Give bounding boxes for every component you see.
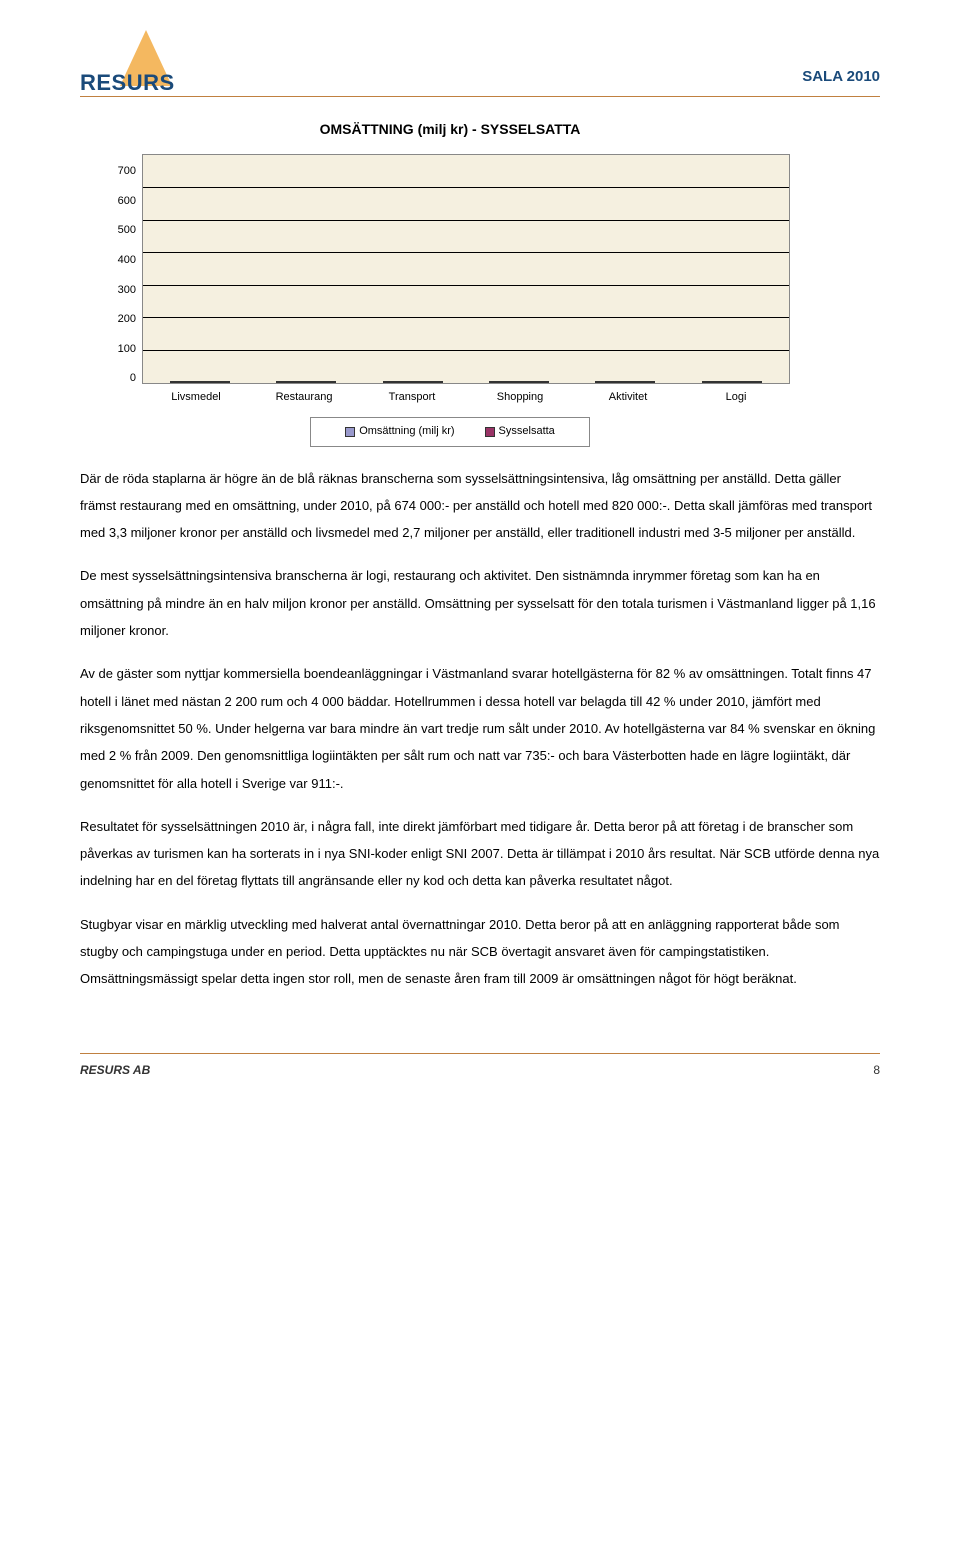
- bar-group: [696, 381, 768, 383]
- bar-group: [377, 381, 449, 383]
- y-tick-label: 100: [118, 338, 136, 361]
- chart-legend: Omsättning (milj kr) Sysselsatta: [310, 417, 590, 446]
- chart-bar: [383, 381, 413, 383]
- chart-bar: [732, 381, 762, 383]
- chart-bar: [306, 381, 336, 383]
- y-tick-label: 200: [118, 308, 136, 331]
- paragraph-2: De mest sysselsättningsintensiva bransch…: [80, 562, 880, 644]
- legend-swatch-icon: [345, 427, 355, 437]
- legend-swatch-icon: [485, 427, 495, 437]
- chart-container: OMSÄTTNING (milj kr) - SYSSELSATTA 0 100 2…: [110, 115, 790, 447]
- logo: RESURS: [80, 30, 200, 92]
- chart-bar: [170, 381, 200, 383]
- legend-label: Omsättning (milj kr): [359, 420, 454, 443]
- chart-y-axis: 0100200300400500600700: [110, 154, 142, 384]
- x-tick-label: Restaurang: [268, 386, 340, 409]
- bar-group: [483, 381, 555, 383]
- y-tick-label: 300: [118, 279, 136, 302]
- x-tick-label: Aktivitet: [592, 386, 664, 409]
- bar-group: [270, 381, 342, 383]
- legend-item: Omsättning (milj kr): [345, 420, 454, 443]
- chart-bar: [413, 381, 443, 383]
- x-tick-label: Logi: [700, 386, 772, 409]
- y-tick-label: 0: [130, 367, 136, 390]
- chart-bar: [702, 381, 732, 383]
- paragraph-5: Stugbyar visar en märklig utveckling med…: [80, 911, 880, 993]
- bar-group: [589, 381, 661, 383]
- chart-bar: [625, 381, 655, 383]
- y-tick-label: 700: [118, 160, 136, 183]
- page-header: RESURS SALA 2010: [80, 30, 880, 97]
- legend-item: Sysselsatta: [485, 420, 555, 443]
- chart-bars: [143, 155, 789, 383]
- chart-bar: [200, 381, 230, 383]
- chart-bar: [489, 381, 519, 383]
- chart-plot: [142, 154, 790, 384]
- y-tick-label: 600: [118, 190, 136, 213]
- x-tick-label: Transport: [376, 386, 448, 409]
- paragraph-1: Där de röda staplarna är högre än de blå…: [80, 465, 880, 547]
- footer-brand: RESURS AB: [80, 1058, 150, 1083]
- chart-bar: [519, 381, 549, 383]
- chart-title: OMSÄTTNING (milj kr) - SYSSELSATTA: [110, 115, 790, 144]
- legend-label: Sysselsatta: [499, 420, 555, 443]
- paragraph-3: Av de gäster som nyttjar kommersiella bo…: [80, 660, 880, 796]
- chart-x-axis: Livsmedel Restaurang Transport Shopping Akti…: [142, 386, 790, 409]
- chart-bar: [595, 381, 625, 383]
- document-title: SALA 2010: [802, 61, 880, 93]
- chart-area: 0100200300400500600700: [110, 154, 790, 384]
- chart-bar: [276, 381, 306, 383]
- y-tick-label: 500: [118, 219, 136, 242]
- bar-group: [164, 381, 236, 383]
- y-tick-label: 400: [118, 249, 136, 272]
- x-tick-label: Livsmedel: [160, 386, 232, 409]
- x-tick-label: Shopping: [484, 386, 556, 409]
- paragraph-4: Resultatet för sysselsättningen 2010 är,…: [80, 813, 880, 895]
- logo-text: RESURS: [80, 60, 175, 106]
- page-number: 8: [873, 1058, 880, 1083]
- page-footer: RESURS AB 8: [80, 1053, 880, 1083]
